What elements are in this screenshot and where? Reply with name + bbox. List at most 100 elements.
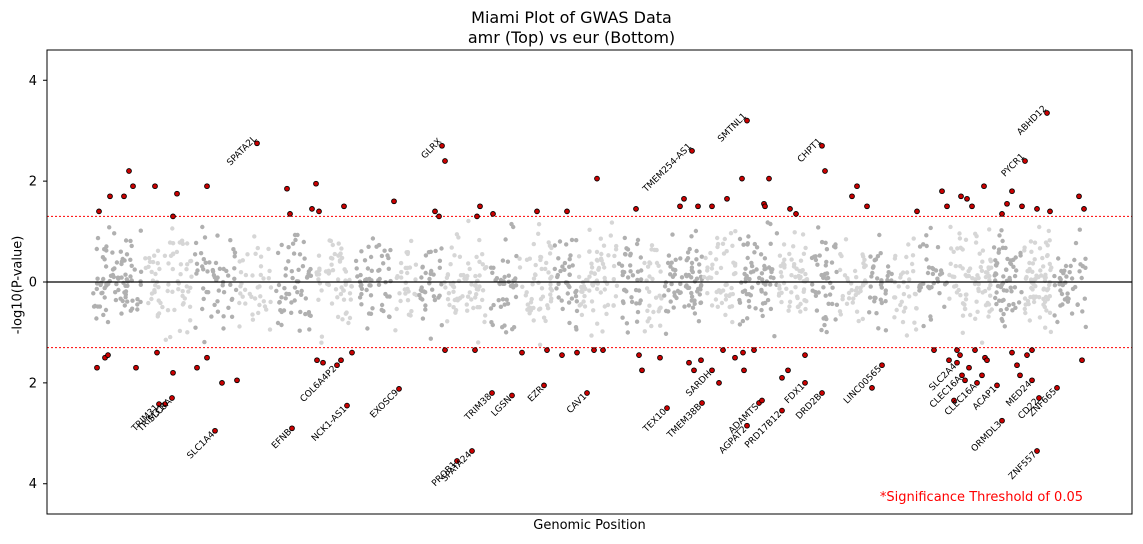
- bg-point: [973, 231, 978, 236]
- bg-point: [1065, 295, 1070, 301]
- bg-point: [548, 276, 553, 281]
- bg-point: [343, 282, 348, 287]
- bg-point: [493, 278, 498, 283]
- bg-point: [689, 265, 695, 270]
- significant-point: [1054, 385, 1060, 391]
- bg-point: [692, 311, 698, 316]
- bg-point: [846, 296, 852, 301]
- bg-point: [152, 253, 157, 258]
- bg-point: [303, 311, 308, 317]
- bg-point: [566, 300, 572, 305]
- bg-point: [1011, 264, 1016, 269]
- significant-point: [152, 183, 158, 190]
- bg-point: [824, 271, 830, 276]
- bg-point: [698, 300, 703, 306]
- bg-point: [420, 316, 426, 321]
- significant-point: [959, 372, 965, 379]
- bg-point: [454, 296, 460, 301]
- bg-point: [262, 304, 268, 309]
- bg-point: [1037, 246, 1043, 251]
- gene-label-bottom: EFNB: [270, 427, 294, 451]
- bg-point: [600, 329, 605, 334]
- significant-point: [779, 374, 785, 381]
- bg-point: [1028, 294, 1033, 300]
- bg-point: [266, 276, 271, 281]
- bg-point: [967, 266, 973, 271]
- bg-point: [569, 296, 575, 301]
- significant-point: [1009, 349, 1015, 356]
- bg-point: [381, 261, 386, 266]
- bg-point: [1001, 311, 1006, 317]
- bg-point: [573, 294, 579, 299]
- bg-point: [155, 248, 161, 253]
- bg-point: [123, 272, 128, 277]
- bg-point: [531, 318, 536, 323]
- bg-point: [403, 265, 408, 271]
- bg-point: [930, 271, 936, 277]
- bg-point: [977, 251, 982, 256]
- bg-point: [547, 251, 553, 256]
- bg-point: [628, 263, 633, 268]
- bg-point: [1019, 290, 1024, 295]
- bg-point: [359, 249, 364, 254]
- significant-point: [474, 213, 480, 220]
- bg-point: [548, 292, 553, 297]
- bg-point: [602, 265, 607, 270]
- bg-point: [1078, 262, 1083, 267]
- bg-point: [449, 245, 454, 250]
- significant-point: [972, 347, 978, 353]
- bg-point: [883, 328, 889, 333]
- bg-point: [986, 302, 992, 307]
- bg-point: [170, 226, 175, 231]
- bg-point: [253, 251, 258, 256]
- bg-point: [238, 291, 243, 296]
- bg-point: [803, 245, 808, 251]
- bg-point: [666, 253, 672, 258]
- significant-point: [944, 203, 950, 210]
- significant-point: [633, 206, 639, 212]
- bg-point: [511, 224, 516, 230]
- bg-point: [792, 230, 797, 235]
- bg-point: [745, 255, 750, 261]
- significant-point: [762, 203, 768, 210]
- bg-point: [179, 238, 185, 243]
- bg-point: [289, 310, 294, 315]
- bg-point: [620, 272, 625, 278]
- bg-point: [240, 258, 245, 263]
- bg-point: [1036, 274, 1041, 280]
- bg-point: [397, 291, 402, 296]
- bg-point: [638, 298, 643, 303]
- bg-point: [685, 256, 691, 261]
- bg-point: [143, 256, 148, 261]
- bg-point: [283, 296, 288, 301]
- significant-point: [313, 180, 319, 187]
- bg-point: [188, 318, 193, 323]
- bg-point: [92, 303, 98, 309]
- bg-point: [326, 268, 331, 273]
- bg-point: [200, 224, 205, 230]
- bg-point: [678, 281, 683, 287]
- bg-point: [988, 259, 994, 264]
- bg-point: [201, 296, 206, 302]
- bg-point: [730, 243, 735, 248]
- bg-point: [900, 319, 906, 325]
- significance-note: *Significance Threshold of 0.05: [879, 490, 1083, 505]
- significant-point: [744, 422, 750, 429]
- bg-point: [446, 291, 452, 296]
- bg-point: [860, 316, 865, 322]
- significant-point: [1034, 448, 1040, 454]
- bg-point: [747, 304, 752, 309]
- bg-point: [232, 250, 238, 255]
- bg-point: [1025, 298, 1031, 304]
- bg-point: [842, 273, 848, 278]
- bg-point: [685, 250, 691, 255]
- bg-point: [286, 245, 291, 250]
- bg-point: [398, 298, 403, 304]
- significant-point: [664, 405, 670, 411]
- bg-point: [437, 265, 442, 270]
- bg-point: [746, 234, 751, 239]
- bg-point: [412, 291, 417, 297]
- bg-point: [960, 313, 966, 318]
